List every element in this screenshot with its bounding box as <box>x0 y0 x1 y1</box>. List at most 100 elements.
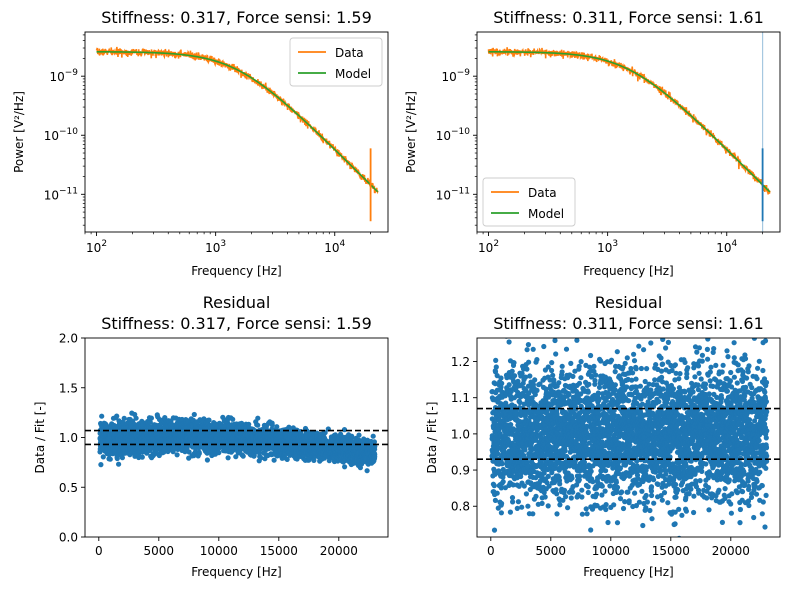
residual-point <box>271 457 277 463</box>
residual-point <box>119 455 125 461</box>
y-tick-label-2-1: 0.5 <box>59 481 78 495</box>
residual-point <box>174 452 180 458</box>
residual-point <box>98 462 104 468</box>
residual-point <box>191 411 197 418</box>
residual-point <box>493 357 499 363</box>
residual-point <box>493 364 499 370</box>
residual-point <box>147 419 153 425</box>
residual-point <box>524 366 530 372</box>
x-tick-label-0-2: 104 <box>324 239 345 255</box>
plot-area-0 <box>95 46 379 222</box>
residual-point <box>527 486 533 493</box>
residual-point <box>204 457 210 463</box>
x-tick-label-0-0: 102 <box>86 239 107 255</box>
residual-point <box>116 461 122 467</box>
x-tick-label-2-0: 0 <box>95 544 103 558</box>
residual-point <box>519 504 525 510</box>
residual-point <box>511 373 518 379</box>
x-axis-label-2: Frequency [Hz] <box>191 565 282 579</box>
x-tick-label-2-1: 5000 <box>144 544 175 558</box>
residual-point <box>505 438 512 444</box>
residual-point <box>255 422 261 428</box>
residual-points-2 <box>97 410 378 474</box>
residual-point <box>492 381 498 387</box>
x-tick-label-2-3: 15000 <box>260 544 298 558</box>
y-tick-label-0-1: 10−10 <box>44 127 79 143</box>
residual-point <box>100 454 106 460</box>
residual-point <box>514 505 520 511</box>
x-tick-label-1-2: 104 <box>716 239 737 255</box>
residual-point <box>508 422 514 428</box>
x-axis-label-1: Frequency [Hz] <box>583 264 674 278</box>
residual-point <box>499 461 505 467</box>
residual-point <box>519 371 525 377</box>
series-data-line-0 <box>95 46 379 195</box>
residual-point <box>121 415 127 421</box>
chart-subtitle-3: Stiffness: 0.311, Force sensi: 1.61 <box>493 314 764 333</box>
legend-label-1-1: Model <box>528 207 564 221</box>
residual-point <box>491 527 498 533</box>
y-tick-label-2-4: 2.0 <box>59 332 78 346</box>
residual-point <box>515 499 522 505</box>
residual-point <box>186 449 192 455</box>
residual-point <box>99 413 105 419</box>
x-tick-label-2-4: 20000 <box>320 544 358 558</box>
y-tick-label-0-0: 10−11 <box>44 186 78 202</box>
residual-point <box>372 454 378 460</box>
residual-point <box>526 359 532 365</box>
residual-point <box>509 368 515 374</box>
residual-point <box>498 510 504 516</box>
plot-area-2 <box>85 410 388 474</box>
residual-point <box>258 455 264 461</box>
residual-point <box>206 417 212 423</box>
residual-point <box>179 416 185 423</box>
residual-point <box>356 432 362 438</box>
chart-subtitle-2: Stiffness: 0.317, Force sensi: 1.59 <box>101 314 372 333</box>
residual-point <box>169 422 176 428</box>
residual-point <box>492 497 498 503</box>
residual-point <box>507 542 512 547</box>
residual-point <box>107 456 113 462</box>
plot-area-1 <box>487 32 771 232</box>
y-tick-label-1-1: 10−10 <box>436 127 471 143</box>
residual-point <box>139 454 145 460</box>
residual-point <box>246 421 252 427</box>
residual-point <box>342 464 348 470</box>
residual-point <box>370 433 376 439</box>
residual-point <box>523 491 530 497</box>
residual-point <box>509 499 516 505</box>
x-tick-label-2-2: 10000 <box>200 544 238 558</box>
residual-point <box>529 395 535 401</box>
residual-points-3 <box>489 338 770 547</box>
residual-point <box>364 468 370 474</box>
plot-area-3 <box>477 338 780 547</box>
residual-point <box>506 339 512 345</box>
residual-point <box>525 342 532 348</box>
residual-point <box>525 503 531 509</box>
y-tick-label-2-0: 0.0 <box>59 531 78 545</box>
residual-point <box>511 360 517 366</box>
x-tick-label-1-0: 102 <box>478 239 499 255</box>
residual-point <box>515 378 521 384</box>
residual-point <box>284 456 290 462</box>
residual-point <box>499 380 505 386</box>
residual-point <box>522 447 528 453</box>
residual-point <box>233 454 239 460</box>
residual-point <box>524 347 530 353</box>
residual-point <box>517 399 523 406</box>
residual-point <box>494 373 500 379</box>
residual-point <box>500 479 506 485</box>
y-axis-label-1: Power [V²/Hz] <box>404 91 418 173</box>
residual-point <box>371 439 377 445</box>
y-tick-label-1-2: 10−9 <box>441 68 470 84</box>
residual-point <box>240 453 246 459</box>
residual-point <box>506 382 512 388</box>
residual-point <box>510 482 516 488</box>
series-model-line-0 <box>96 50 379 193</box>
residual-point <box>225 455 231 461</box>
chart-title-1: Stiffness: 0.311, Force sensi: 1.61 <box>493 8 764 27</box>
y-tick-label-2-2: 1.0 <box>59 431 78 445</box>
residual-point <box>492 471 498 477</box>
